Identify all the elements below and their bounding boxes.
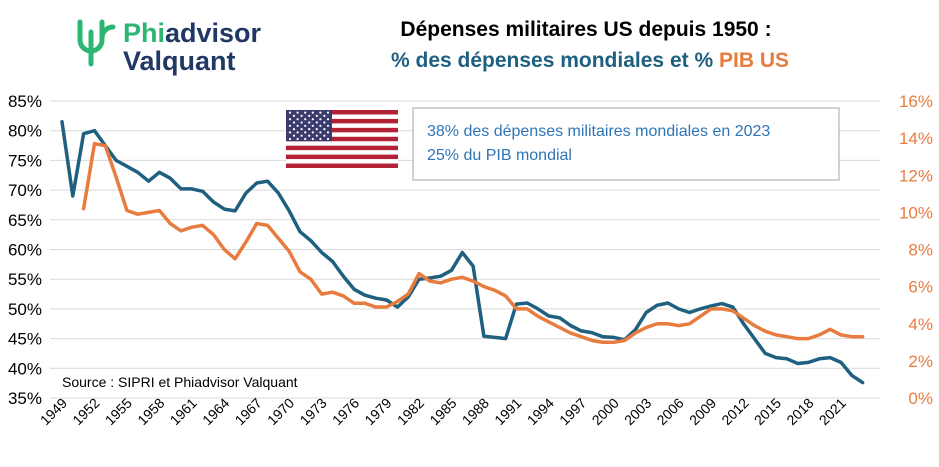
x-tick-label: 1955 [102,395,135,428]
chart-title-line1: Dépenses militaires US depuis 1950 : [400,18,771,41]
svg-text:Phiadvisor: Phiadvisor [123,18,262,48]
x-tick-label: 1973 [296,395,329,428]
left-tick-label: 35% [8,389,42,408]
left-tick-label: 45% [8,330,42,349]
x-tick-label: 1985 [426,395,459,428]
title-pct2: % [694,49,713,72]
left-tick-label: 60% [8,241,42,260]
left-tick-label: 50% [8,300,42,319]
x-tick-label: 2018 [783,395,816,428]
x-tick-label: 1961 [167,395,200,428]
x-tick-label: 2009 [686,395,719,428]
right-tick-label: 10% [899,203,933,222]
right-tick-label: 16% [899,92,933,111]
title-series1: des dépenses mondiales [416,49,665,72]
title-series2: PIB US [719,49,789,72]
annotation-box: 38% des dépenses militaires mondiales en… [412,107,840,181]
us-flag-icon [286,110,398,168]
x-tick-label: 1991 [491,395,524,428]
left-tick-label: 75% [8,151,42,170]
logo-valquant-text: Valquant [123,46,236,76]
x-tick-label: 1988 [459,395,492,428]
title-pct1: % [391,49,410,72]
left-tick-label: 65% [8,211,42,230]
series-layer [60,120,865,385]
annotation-line2: 25% du PIB mondial [427,147,572,164]
right-tick-label: 6% [908,278,933,297]
right-tick-label: 0% [908,389,933,408]
x-tick-label: 2006 [653,395,686,428]
x-tick-label: 1952 [69,395,102,428]
left-tick-label: 55% [8,270,42,289]
right-tick-label: 12% [899,166,933,185]
left-tick-label: 70% [8,181,42,200]
series-line-gdp-share [81,141,865,345]
right-tick-label: 2% [908,352,933,371]
right-tick-label: 4% [908,315,933,334]
logo-advisor-text: advisor [165,18,262,48]
x-tick-label: 1964 [199,395,232,428]
x-tick-label: 2021 [816,395,849,428]
source-box: Source : SIPRI et Phiadvisor Valquant [57,371,317,393]
x-tick-label: 1970 [264,395,297,428]
chart-title-line2: % des dépenses mondiales et % PIB US [391,49,789,72]
x-tick-label: 1982 [394,395,427,428]
phi-logo-icon [77,19,116,67]
x-tick-label: 2000 [589,395,622,428]
right-tick-label: 14% [899,129,933,148]
logo: Phiadvisor Valquant [77,18,262,76]
series-line-world-share [60,120,865,385]
source-note: Source : SIPRI et Phiadvisor Valquant [62,374,298,390]
x-tick-label: 1979 [361,395,394,428]
title-et: et [670,49,689,72]
left-tick-label: 40% [8,359,42,378]
x-tick-label: 1976 [329,395,362,428]
x-tick-label: 2015 [751,395,784,428]
x-tick-label: 1967 [232,395,265,428]
right-axis: 0% 2% 4% 6% 8% 10% 12% 14% 16% [899,92,933,408]
left-tick-label: 80% [8,122,42,141]
x-tick-label: 2012 [718,395,751,428]
left-axis: 35% 40% 45% 50% 55% 60% 65% 70% 75% 80% 85% [8,92,42,408]
x-tick-label: 1997 [556,395,589,428]
x-axis: 1949 1952 1955 1958 1961 1964 1967 1970 1973 1976… [37,395,849,428]
x-tick-label: 1958 [134,395,167,428]
x-tick-label: 1994 [524,395,557,428]
annotation-line1: 38% des dépenses militaires mondiales en… [427,123,770,140]
right-tick-label: 8% [908,241,933,260]
logo-phi-text: Phi [123,18,165,48]
left-tick-label: 85% [8,92,42,111]
x-tick-label: 2003 [621,395,654,428]
